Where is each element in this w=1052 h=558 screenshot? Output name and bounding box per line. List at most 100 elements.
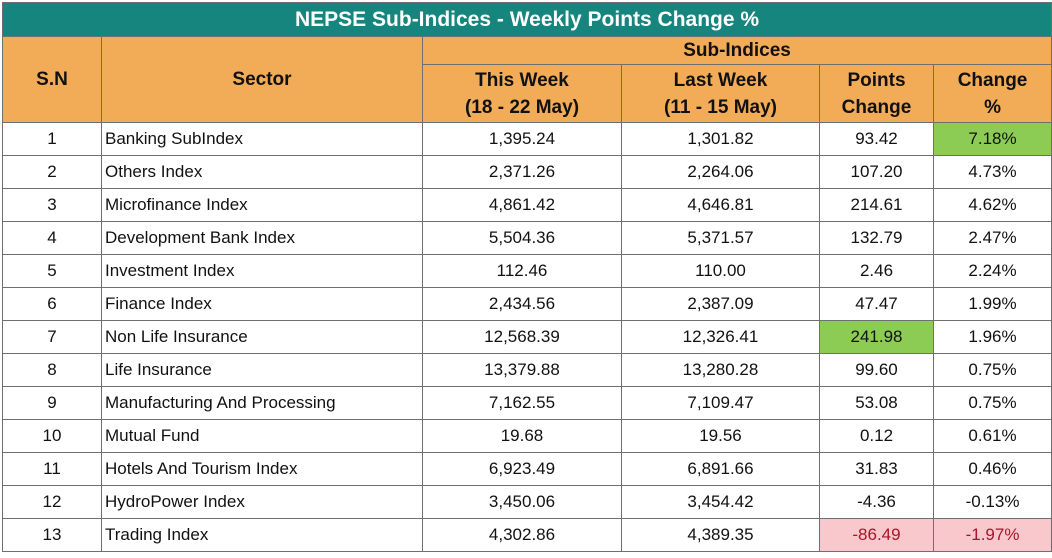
header-points-change: Points Change	[819, 64, 934, 123]
header-change-label: Change	[957, 69, 1028, 91]
cell-last-week: 6,891.66	[621, 452, 820, 486]
cell-sector: Trading Index	[101, 518, 423, 552]
header-last-week-range: (11 - 15 May)	[664, 96, 777, 118]
cell-sn: 10	[2, 419, 102, 453]
cell-sn: 12	[2, 485, 102, 519]
header-last-week: Last Week (11 - 15 May)	[621, 64, 820, 123]
header-sub-indices: Sub-Indices	[421, 36, 1052, 65]
cell-change-pct: 0.75%	[932, 353, 1052, 387]
header-last-week-label: Last Week	[673, 69, 768, 91]
table-row: 13 Trading Index 4,302.86 4,389.35 -86.49 -1.…	[2, 518, 1052, 552]
cell-change-pct: -1.97%	[932, 518, 1052, 552]
cell-this-week: 5,504.36	[422, 221, 622, 255]
cell-sector: Finance Index	[101, 287, 423, 321]
cell-last-week: 5,371.57	[621, 221, 820, 255]
cell-change-pct: 1.96%	[932, 320, 1052, 354]
cell-sector: Banking SubIndex	[101, 122, 423, 156]
header-points-label: Points	[847, 69, 906, 91]
cell-sn: 4	[2, 221, 102, 255]
cell-change-pct: 1.99%	[932, 287, 1052, 321]
cell-points-change: 132.79	[819, 221, 934, 255]
header-this-week-range: (18 - 22 May)	[464, 96, 580, 118]
cell-last-week: 4,646.81	[621, 188, 820, 222]
header-points-label-2: Change	[841, 96, 912, 118]
cell-sn: 13	[2, 518, 102, 552]
cell-sector: Others Index	[101, 155, 423, 189]
cell-change-pct: 0.75%	[932, 386, 1052, 420]
cell-sn: 9	[2, 386, 102, 420]
cell-sector: Mutual Fund	[101, 419, 423, 453]
cell-this-week: 7,162.55	[422, 386, 622, 420]
table-title: NEPSE Sub-Indices - Weekly Points Change…	[1, 2, 1052, 37]
cell-this-week: 6,923.49	[422, 452, 622, 486]
cell-this-week: 3,450.06	[422, 485, 622, 519]
cell-sector: Development Bank Index	[101, 221, 423, 255]
cell-points-change: -86.49	[819, 518, 934, 552]
cell-sn: 6	[2, 287, 102, 321]
cell-sector: Microfinance Index	[101, 188, 423, 222]
cell-last-week: 3,454.42	[621, 485, 820, 519]
table-row: 5 Investment Index 112.46 110.00 2.46 2.24%	[2, 254, 1052, 288]
header-change-label-2: %	[984, 96, 1001, 118]
table-row: 8 Life Insurance 13,379.88 13,280.28 99.60 0.…	[2, 353, 1052, 387]
cell-last-week: 110.00	[621, 254, 820, 288]
cell-sector: Life Insurance	[101, 353, 423, 387]
cell-points-change: 241.98	[819, 320, 934, 354]
header-change-pct: Change %	[932, 64, 1052, 123]
cell-last-week: 19.56	[621, 419, 820, 453]
cell-points-change: 2.46	[819, 254, 934, 288]
cell-this-week: 12,568.39	[422, 320, 622, 354]
cell-points-change: 93.42	[819, 122, 934, 156]
cell-sector: HydroPower Index	[101, 485, 423, 519]
cell-change-pct: 2.24%	[932, 254, 1052, 288]
header-this-week-label: This Week	[475, 69, 569, 91]
cell-sector: Hotels And Tourism Index	[101, 452, 423, 486]
cell-last-week: 1,301.82	[621, 122, 820, 156]
header-sn: S.N	[2, 36, 102, 123]
cell-points-change: 47.47	[819, 287, 934, 321]
cell-last-week: 2,264.06	[621, 155, 820, 189]
cell-change-pct: 4.62%	[932, 188, 1052, 222]
table-row: 9 Manufacturing And Processing 7,162.55 7,1…	[2, 386, 1052, 420]
table-row: 3 Microfinance Index 4,861.42 4,646.81 214.6…	[2, 188, 1052, 222]
cell-last-week: 7,109.47	[621, 386, 820, 420]
header-this-week: This Week (18 - 22 May)	[422, 64, 622, 123]
cell-change-pct: 7.18%	[932, 122, 1052, 156]
cell-sn: 5	[2, 254, 102, 288]
cell-sn: 8	[2, 353, 102, 387]
cell-this-week: 4,861.42	[422, 188, 622, 222]
cell-points-change: 99.60	[819, 353, 934, 387]
cell-points-change: 31.83	[819, 452, 934, 486]
cell-sn: 7	[2, 320, 102, 354]
cell-sector: Manufacturing And Processing	[101, 386, 423, 420]
header-sector: Sector	[101, 36, 423, 123]
cell-points-change: 214.61	[819, 188, 934, 222]
table-row: 7 Non Life Insurance 12,568.39 12,326.41 241…	[2, 320, 1052, 354]
cell-this-week: 2,371.26	[422, 155, 622, 189]
cell-points-change: -4.36	[819, 485, 934, 519]
cell-this-week: 2,434.56	[422, 287, 622, 321]
cell-sector: Investment Index	[101, 254, 423, 288]
cell-this-week: 4,302.86	[422, 518, 622, 552]
table-row: 2 Others Index 2,371.26 2,264.06 107.20 4.73%	[2, 155, 1052, 189]
table-row: 1 Banking SubIndex 1,395.24 1,301.82 93.42 7.…	[2, 122, 1052, 156]
cell-change-pct: 4.73%	[932, 155, 1052, 189]
cell-points-change: 107.20	[819, 155, 934, 189]
cell-last-week: 12,326.41	[621, 320, 820, 354]
cell-change-pct: 2.47%	[932, 221, 1052, 255]
cell-sn: 11	[2, 452, 102, 486]
cell-sn: 1	[2, 122, 102, 156]
cell-this-week: 13,379.88	[422, 353, 622, 387]
table-row: 4 Development Bank Index 5,504.36 5,371.57 1…	[2, 221, 1052, 255]
cell-points-change: 0.12	[819, 419, 934, 453]
cell-sector: Non Life Insurance	[101, 320, 423, 354]
cell-this-week: 112.46	[422, 254, 622, 288]
cell-change-pct: -0.13%	[932, 485, 1052, 519]
cell-this-week: 19.68	[422, 419, 622, 453]
cell-change-pct: 0.61%	[932, 419, 1052, 453]
cell-last-week: 4,389.35	[621, 518, 820, 552]
table-row: 6 Finance Index 2,434.56 2,387.09 47.47 1.99%	[2, 287, 1052, 321]
cell-sn: 3	[2, 188, 102, 222]
cell-change-pct: 0.46%	[932, 452, 1052, 486]
table-row: 12 HydroPower Index 3,450.06 3,454.42 -4.36-…	[2, 485, 1052, 519]
